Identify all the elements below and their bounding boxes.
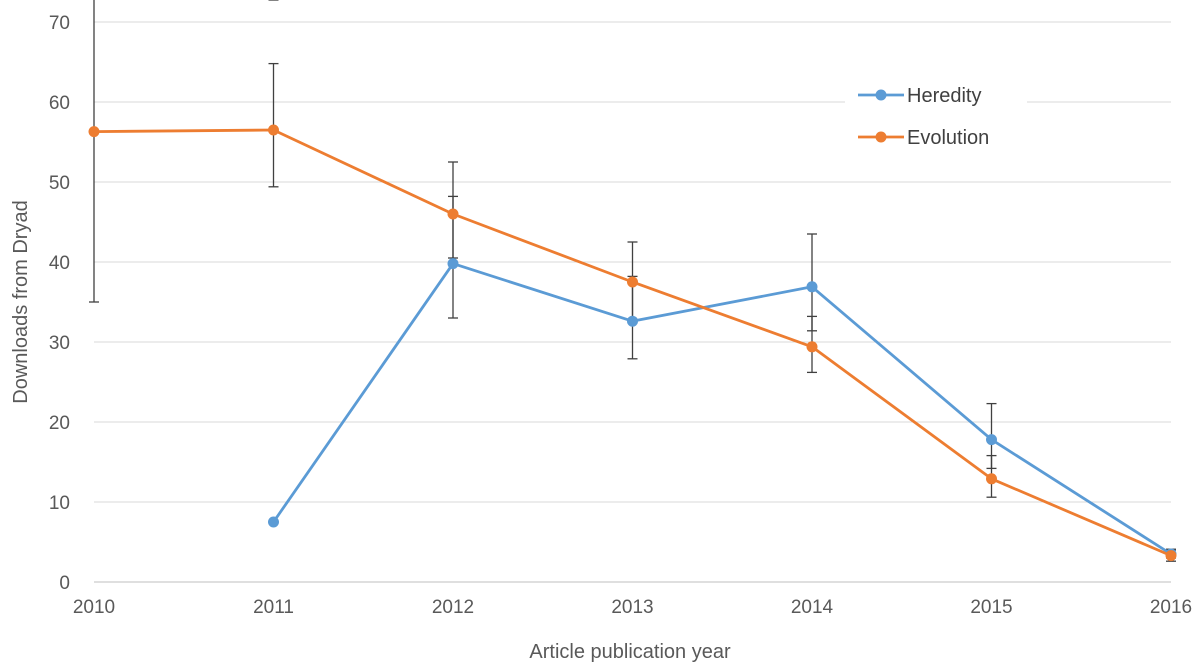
data-point-evolution-2011 bbox=[268, 124, 279, 136]
series-lines bbox=[88, 124, 1177, 562]
data-point-evolution-2010 bbox=[88, 126, 100, 138]
x-tick-label-2015: 2015 bbox=[970, 597, 1012, 618]
data-point-evolution-2012 bbox=[447, 208, 459, 220]
legend-label-evolution: Evolution bbox=[907, 127, 989, 149]
series-line-heredity bbox=[272, 262, 1172, 556]
data-point-evolution-2016 bbox=[1165, 550, 1177, 562]
x-tick-label-2014: 2014 bbox=[791, 597, 834, 618]
y-axis-title: Downloads from Dryad bbox=[10, 200, 32, 403]
y-tick-label-30: 30 bbox=[49, 333, 70, 354]
x-tick-label-2011: 2011 bbox=[253, 597, 294, 618]
x-axis-title: Article publication year bbox=[529, 641, 731, 663]
legend-box bbox=[845, 76, 1027, 162]
legend: Heredity Evolution bbox=[845, 76, 1027, 162]
y-tick-label-50: 50 bbox=[49, 173, 70, 194]
axes: 0 10 20 30 40 50 60 70 2010 2011 2012 2013 2014 2015 2… bbox=[49, 13, 1192, 618]
data-point-heredity-2014 bbox=[806, 281, 818, 293]
x-tick-label-2010: 2010 bbox=[73, 597, 115, 618]
data-point-heredity-2011 bbox=[268, 516, 279, 528]
y-tick-label-60: 60 bbox=[49, 93, 70, 114]
x-tick-label-2012: 2012 bbox=[432, 597, 474, 618]
y-tick-label-0: 0 bbox=[59, 573, 70, 594]
legend-marker-evolution bbox=[875, 131, 887, 143]
data-point-heredity-2012 bbox=[447, 258, 459, 270]
x-tick-label-2013: 2013 bbox=[611, 597, 653, 618]
data-point-heredity-2013 bbox=[627, 315, 638, 327]
data-point-evolution-2013 bbox=[627, 276, 638, 288]
data-point-heredity-2015 bbox=[986, 434, 997, 446]
data-point-evolution-2015 bbox=[986, 473, 997, 485]
y-tick-label-40: 40 bbox=[49, 253, 70, 274]
y-tick-label-20: 20 bbox=[49, 413, 70, 434]
legend-marker-heredity bbox=[875, 89, 887, 101]
x-tick-label-2016: 2016 bbox=[1150, 597, 1192, 618]
y-tick-label-70: 70 bbox=[49, 13, 70, 34]
y-tick-label-10: 10 bbox=[49, 493, 70, 514]
legend-label-heredity: Heredity bbox=[907, 85, 981, 107]
data-point-evolution-2014 bbox=[806, 341, 818, 353]
